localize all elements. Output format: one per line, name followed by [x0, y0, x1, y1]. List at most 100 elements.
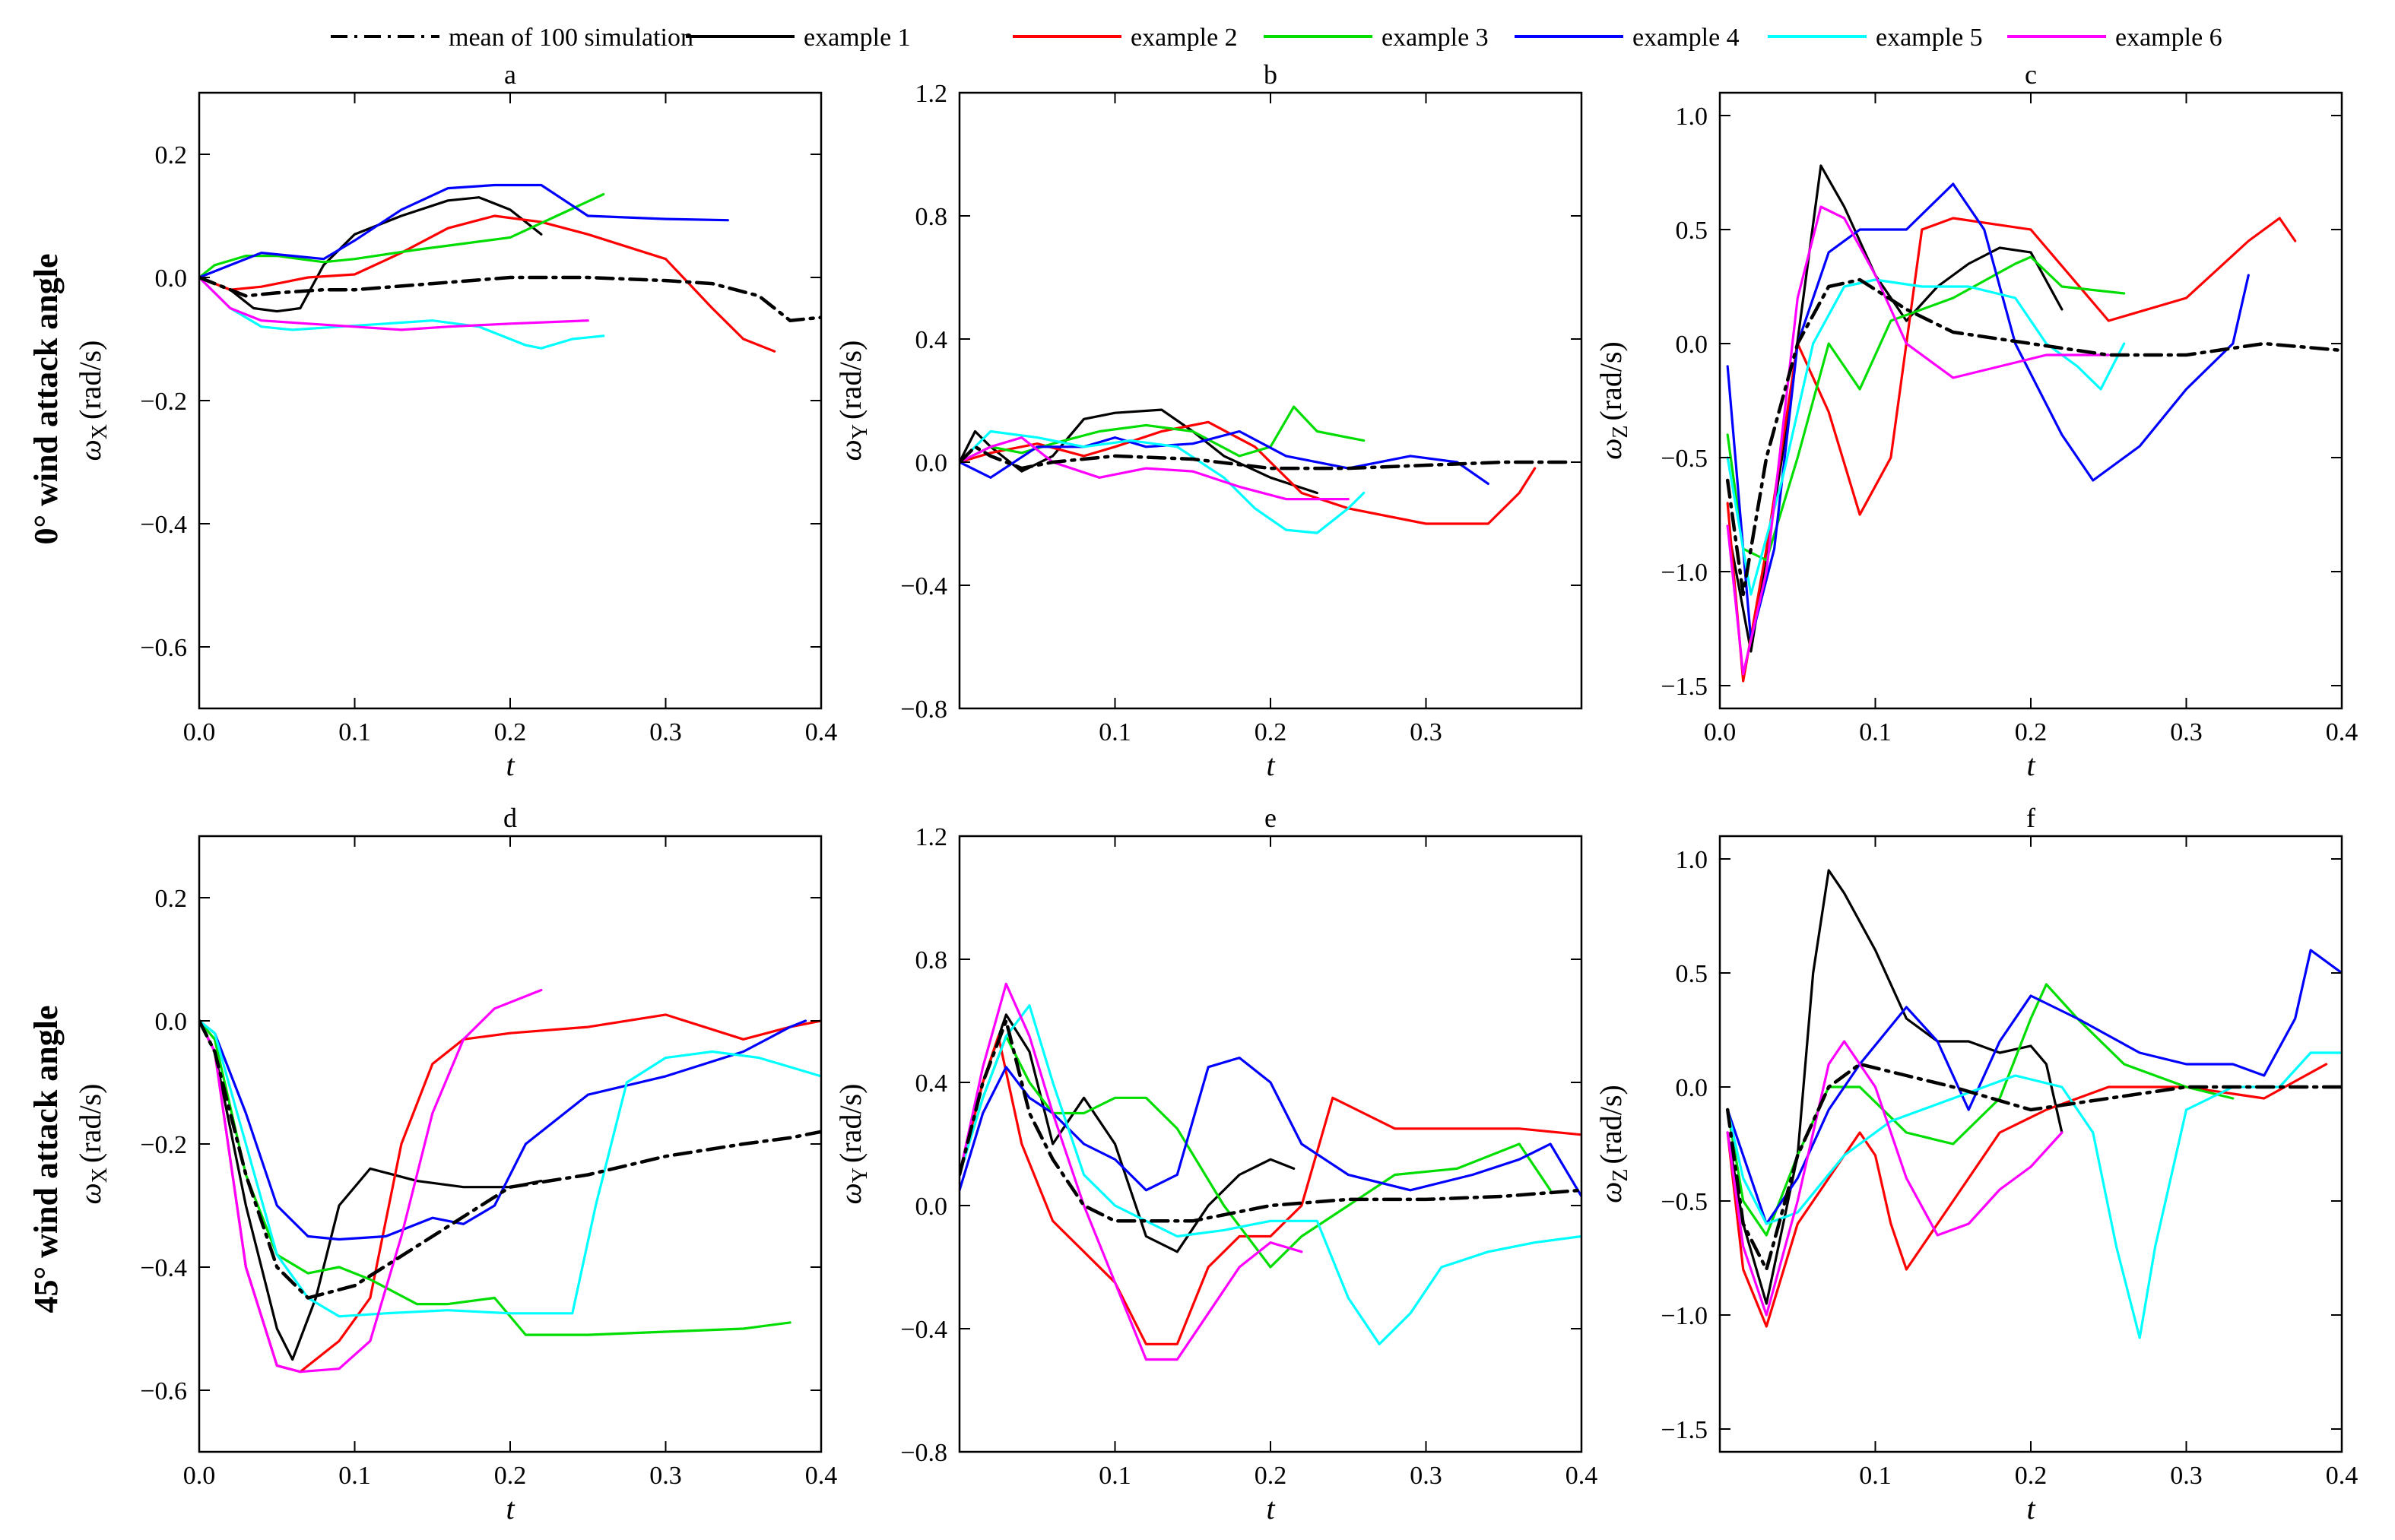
- y-axis-symbol: ω: [1594, 1182, 1628, 1203]
- panels: a0.0 0.1 0.2 0.3 0.40.20.0−0.2−0.4−0.6tωX(ra…: [73, 59, 2358, 1526]
- series-line-example-6: [960, 982, 1303, 1361]
- y-axis-label: ωX (rad/s): [73, 341, 112, 461]
- series-line-example-3: [199, 193, 605, 279]
- series-line-mean-of-100-simulation: [1725, 277, 2342, 597]
- series-line-example-4: [960, 1057, 1581, 1198]
- y-axis-label: ωY (rad/s): [833, 341, 872, 461]
- y-axis-unit: (rad/s): [833, 1084, 868, 1163]
- x-tick-label: 0.3: [649, 1462, 682, 1490]
- y-tick-label: 0.0: [915, 449, 948, 477]
- series-line-example-2: [960, 1035, 1581, 1345]
- plot-frame: [958, 91, 1583, 710]
- series-line-mean-of-100-simulation: [960, 445, 1568, 471]
- y-tick-label: 0.0: [155, 1008, 188, 1036]
- y-tick-label: 0.8: [915, 946, 948, 974]
- x-tick-label: 0.0: [183, 1462, 216, 1490]
- series-line-example-2: [1726, 217, 2297, 683]
- series-line-example-3: [960, 405, 1366, 464]
- x-tick-label: 0.1: [338, 1462, 371, 1490]
- series-line-mean-of-100-simulation: [199, 1019, 821, 1300]
- legend-entry: example 2: [1013, 24, 1238, 52]
- legend-label: example 5: [1876, 24, 1983, 52]
- series-line-example-6: [199, 276, 589, 331]
- y-tick-label: −0.6: [140, 1377, 187, 1405]
- legend-label: example 3: [1381, 24, 1489, 52]
- series-line-mean-of-100-simulation: [960, 1019, 1581, 1223]
- x-tick-label: 0.2: [2015, 718, 2048, 746]
- series-line-example-5: [960, 1004, 1581, 1345]
- y-axis-subscript: Y: [849, 424, 872, 439]
- series-line-example-6: [199, 988, 543, 1374]
- series-line-example-6: [1726, 205, 2110, 676]
- y-tick-label: 0.0: [1676, 331, 1708, 359]
- y-axis-subscript: X: [88, 424, 112, 439]
- x-axis-label: t: [506, 1491, 515, 1526]
- legend-entry: example 1: [686, 24, 911, 52]
- x-axis-label: t: [506, 748, 515, 782]
- y-tick-label: −0.2: [140, 388, 187, 416]
- y-tick-label: −0.8: [900, 696, 947, 724]
- series-line-example-1: [1726, 164, 2064, 653]
- y-tick-label: 0.2: [155, 141, 188, 170]
- y-tick-label: 1.2: [915, 80, 948, 108]
- legend-entry: mean of 100 simulation: [331, 24, 693, 52]
- legend: mean of 100 simulation example 1 example 2…: [331, 24, 2222, 52]
- legend-entry: example 6: [2007, 24, 2222, 52]
- x-tick-label: 0.2: [2015, 1462, 2048, 1490]
- panel-c: c 0.0 0.1 0.2 0.3 0.4 1.0 0.5 0.0 −0.5 −1.0 −1.5 t ωZ…: [1594, 59, 2358, 782]
- x-tick-label: 0.4: [805, 1462, 838, 1490]
- series-line-example-6: [960, 436, 1350, 501]
- series-group: [1725, 164, 2342, 683]
- x-axis-label: t: [1266, 748, 1275, 782]
- series-line-example-1: [960, 408, 1318, 495]
- x-tick-label: 0.4: [2326, 1462, 2359, 1490]
- series-line-example-4: [1726, 949, 2342, 1225]
- y-tick-label: −0.2: [140, 1131, 187, 1159]
- series-line-example-2: [960, 420, 1537, 525]
- series-line-example-4: [960, 429, 1489, 485]
- x-axis-label: t: [2026, 748, 2035, 782]
- series-group: [960, 982, 1581, 1361]
- y-axis-subscript: Y: [849, 1168, 872, 1183]
- y-tick-label: −0.8: [900, 1439, 947, 1467]
- y-tick-label: −0.4: [140, 1254, 187, 1282]
- panel-e: e 0.1 0.2 0.3 0.4 1.2 0.8 0.4 0.0 −0.4 −0.8 t ωY (rad…: [833, 803, 1597, 1526]
- series-line-example-4: [1726, 182, 2250, 642]
- panel-title: a: [504, 59, 516, 90]
- y-axis-symbol: ω: [73, 439, 107, 461]
- y-tick-label: −0.4: [900, 572, 947, 600]
- y-tick-label: 1.0: [1676, 103, 1708, 131]
- y-axis-subscript: X: [88, 1168, 112, 1183]
- series-group: [1725, 869, 2342, 1339]
- y-axis-subscript: Z: [1609, 1169, 1632, 1182]
- panel-a: a 0.0 0.1 0.2 0.3 0.4 0.2 0.0 −0.2 −0.4 −0.6 t ωX (ra…: [73, 59, 837, 782]
- x-tick-label: 0.4: [2326, 718, 2359, 746]
- series-line-mean-of-100-simulation: [199, 275, 821, 322]
- x-tick-label: 0.0: [1704, 718, 1737, 746]
- series-group: [960, 405, 1568, 534]
- y-tick-label: 0.8: [915, 203, 948, 231]
- y-axis-unit: (rad/s): [833, 341, 868, 420]
- y-axis-label: ωY (rad/s): [833, 1084, 872, 1205]
- y-axis-symbol: ω: [833, 439, 868, 461]
- legend-label: example 2: [1131, 24, 1238, 52]
- x-tick-label: 0.3: [2170, 1462, 2203, 1490]
- y-axis-symbol: ω: [1594, 439, 1628, 460]
- series-line-example-6: [1726, 1040, 2064, 1317]
- series-group: [199, 988, 821, 1374]
- y-tick-label: −0.4: [900, 1316, 947, 1344]
- x-tick-label: 0.2: [494, 718, 527, 746]
- y-axis-label: ωX (rad/s): [73, 1084, 112, 1205]
- series-line-example-3: [960, 1035, 1552, 1269]
- x-tick-label: 0.1: [1099, 1462, 1131, 1490]
- y-tick-label: 0.4: [915, 326, 948, 354]
- series-line-example-5: [1726, 278, 2126, 596]
- y-tick-label: 0.2: [155, 885, 188, 913]
- x-tick-label: 0.4: [1565, 1462, 1598, 1490]
- y-tick-label: 0.5: [1676, 217, 1708, 245]
- panel-title: e: [1264, 803, 1277, 833]
- x-tick-label: 0.0: [183, 718, 216, 746]
- panel-b: b 0.1 0.2 0.3 1.2 0.8 0.4 0.0 −0.4 −0.8 t ωY (rad/s): [833, 59, 1583, 782]
- y-tick-label: 1.0: [1676, 846, 1708, 874]
